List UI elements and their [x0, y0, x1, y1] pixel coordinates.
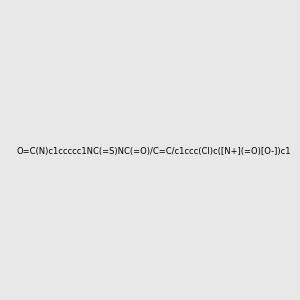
- Text: O=C(N)c1ccccc1NC(=S)NC(=O)/C=C/c1ccc(Cl)c([N+](=O)[O-])c1: O=C(N)c1ccccc1NC(=S)NC(=O)/C=C/c1ccc(Cl)…: [16, 147, 291, 156]
